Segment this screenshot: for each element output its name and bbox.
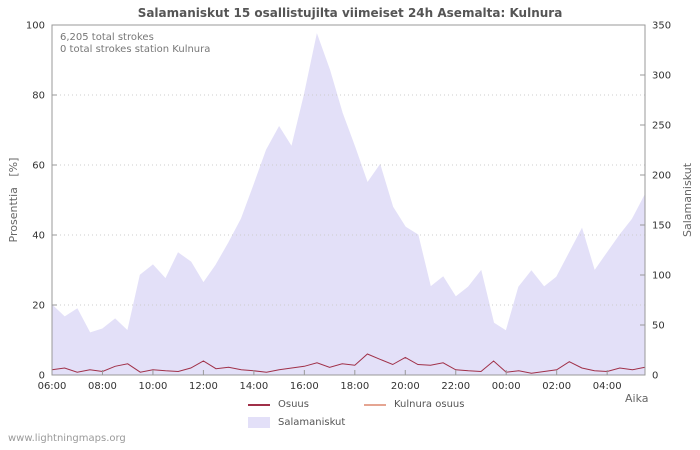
left-tick-label: 80 bbox=[32, 91, 45, 102]
legend-item-kulnura-osuus: Kulnura osuus bbox=[363, 399, 465, 410]
salamaniskut-area bbox=[51, 33, 646, 376]
salamaniskut-area-swatch bbox=[248, 417, 270, 428]
total-strokes-annotation: 6,205 total strokes bbox=[60, 32, 154, 43]
kulnura-osuus-line-swatch bbox=[363, 403, 386, 406]
legend-osuus-label: Osuus bbox=[278, 399, 309, 410]
left-tick-label: 60 bbox=[32, 161, 45, 172]
right-tick-label: 50 bbox=[652, 321, 665, 332]
chart-title: Salamaniskut 15 osallistujilta viimeiset… bbox=[137, 6, 563, 20]
legend-salamaniskut-label: Salamaniskut bbox=[278, 417, 346, 428]
right-tick-label: 0 bbox=[652, 371, 658, 382]
x-tick-label: 02:00 bbox=[542, 381, 571, 392]
right-tick-label: 350 bbox=[652, 21, 671, 32]
legend-kulnura-osuus-label: Kulnura osuus bbox=[393, 399, 465, 410]
right-tick-label: 150 bbox=[652, 221, 671, 232]
plot-frame bbox=[51, 24, 646, 376]
x-tick-label: 08:00 bbox=[88, 381, 117, 392]
osuus-line-swatch bbox=[248, 403, 270, 406]
legend-row-2: Salamaniskut bbox=[248, 417, 345, 428]
osuus-line bbox=[51, 353, 646, 374]
legend-item-osuus: Osuus bbox=[248, 399, 309, 410]
x-tick-label: 00:00 bbox=[492, 381, 521, 392]
right-tick-label: 300 bbox=[652, 71, 671, 82]
right-tick-label: 200 bbox=[652, 171, 671, 182]
x-tick-label: 20:00 bbox=[391, 381, 420, 392]
x-tick-label: 16:00 bbox=[290, 381, 319, 392]
x-tick-label: 18:00 bbox=[340, 381, 369, 392]
x-tick-label: 04:00 bbox=[593, 381, 622, 392]
x-tick-label: 10:00 bbox=[139, 381, 168, 392]
x-axis-label: Aika bbox=[625, 392, 649, 405]
x-tick-label: 14:00 bbox=[239, 381, 268, 392]
left-tick-label: 40 bbox=[32, 231, 45, 242]
left-tick-label: 20 bbox=[32, 301, 45, 312]
station-strokes-annotation: 0 total strokes station Kulnura bbox=[60, 44, 211, 55]
x-tick-label: 22:00 bbox=[441, 381, 470, 392]
legend-item-salamaniskut: Salamaniskut bbox=[248, 417, 345, 428]
left-tick-label: 0 bbox=[39, 371, 45, 382]
right-tick-label: 250 bbox=[652, 121, 671, 132]
x-tick-label: 12:00 bbox=[189, 381, 218, 392]
right-tick-label: 100 bbox=[652, 271, 671, 282]
watermark-link[interactable]: www.lightningmaps.org bbox=[8, 433, 126, 444]
legend: Osuus Kulnura osuus bbox=[248, 399, 464, 410]
x-tick-label: 06:00 bbox=[38, 381, 67, 392]
left-tick-label: 100 bbox=[26, 21, 45, 32]
